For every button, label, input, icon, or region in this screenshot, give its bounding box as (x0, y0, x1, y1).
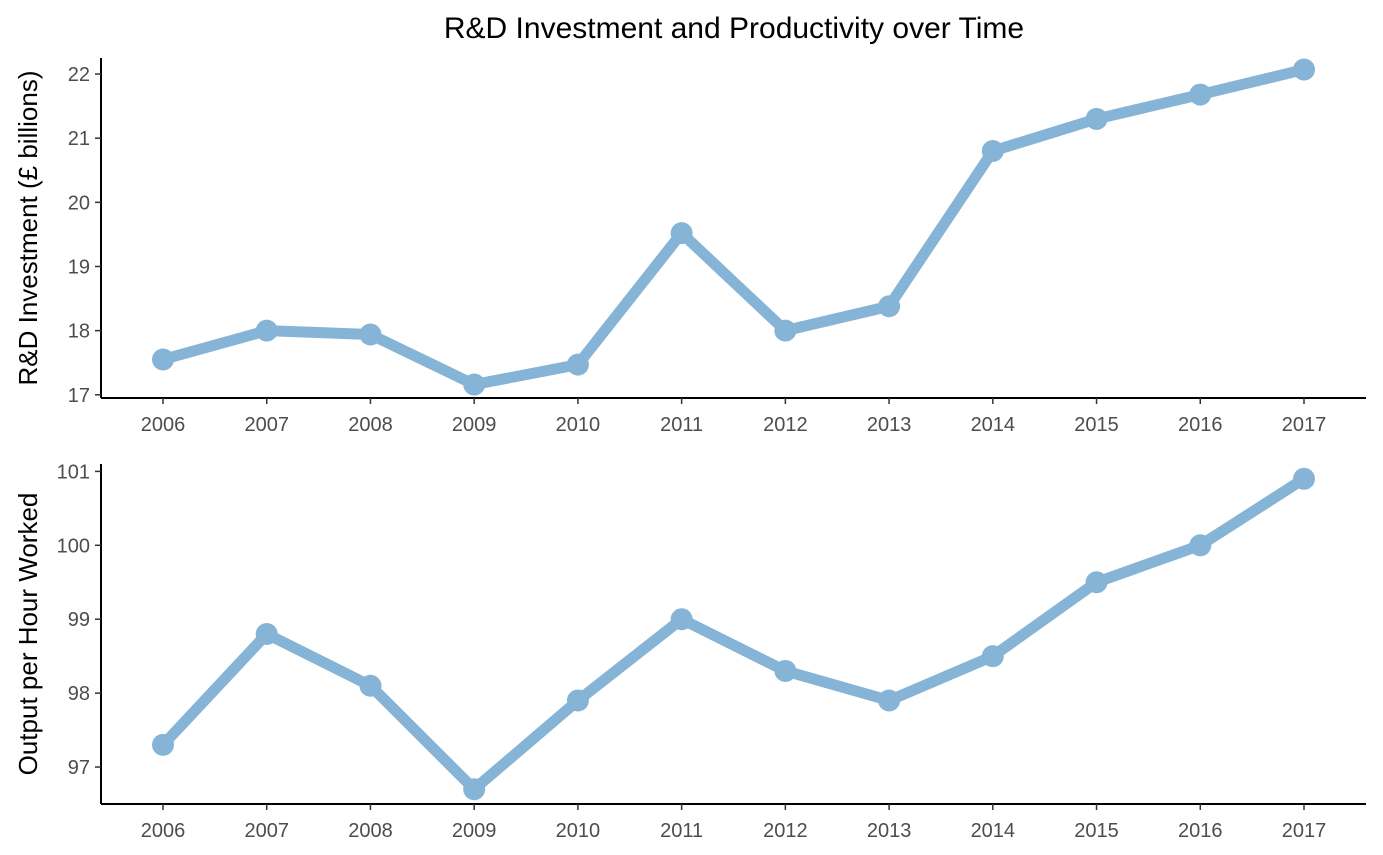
x-tick-label: 2014 (971, 820, 1016, 842)
x-tick-label: 2015 (1074, 414, 1119, 436)
data-point (463, 373, 486, 396)
x-tick-label: 2012 (763, 820, 808, 842)
x-tick-label: 2016 (1178, 414, 1223, 436)
data-point (878, 295, 901, 318)
y-tick-label: 21 (68, 128, 90, 150)
y-tick-label: 97 (68, 757, 90, 779)
series-line (157, 473, 1310, 795)
data-point (463, 778, 486, 801)
data-point (774, 659, 797, 682)
x-tick-label: 2013 (867, 820, 912, 842)
y-tick-label: 99 (68, 609, 90, 631)
data-point (566, 353, 589, 376)
x-tick-label: 2017 (1282, 820, 1327, 842)
data-point (878, 689, 901, 712)
series-line (157, 64, 1310, 391)
data-point (670, 222, 693, 245)
y-tick-label: 18 (68, 321, 90, 343)
y-tick-label: 17 (68, 385, 90, 407)
x-tick-label: 2008 (348, 820, 393, 842)
y-tick-label: 100 (57, 535, 90, 557)
y-tick-label: 22 (68, 64, 90, 86)
x-tick-label: 2008 (348, 414, 393, 436)
data-point (152, 733, 174, 756)
x-tick-label: 2011 (660, 414, 703, 436)
data-point (1293, 467, 1315, 490)
x-tick-label: 2010 (556, 414, 601, 436)
y-tick-label: 19 (68, 256, 90, 278)
data-point (670, 608, 693, 631)
y-axis-label: R&D Investment (£ billions) (13, 71, 43, 386)
x-tick-label: 2010 (556, 820, 601, 842)
x-tick-label: 2009 (452, 414, 497, 436)
y-tick-label: 98 (68, 683, 90, 705)
x-tick-label: 2017 (1282, 414, 1327, 436)
data-point (566, 689, 589, 712)
x-tick-label: 2006 (141, 820, 186, 842)
x-tick-label: 2016 (1178, 820, 1223, 842)
data-point (255, 623, 278, 645)
chart-panels: 17 18 19 20 21 22 2006 2007 2008 2009 2010 2011 2012… (13, 58, 1366, 842)
x-tick-label: 2007 (244, 414, 289, 436)
x-tick-label: 2013 (867, 414, 912, 436)
data-point (1085, 107, 1108, 130)
data-point (1189, 83, 1212, 106)
chart-title: R&D Investment and Productivity over Tim… (444, 12, 1024, 45)
panel-2: 97 98 99 100 101 2006 2007 2008 2009 2010 2011 2012… (13, 461, 1366, 842)
data-point (152, 348, 174, 371)
x-tick-label: 2014 (971, 414, 1016, 436)
y-axis-label: Output per Hour Worked (13, 493, 43, 776)
x-tick-label: 2009 (452, 820, 497, 842)
panel-1: 17 18 19 20 21 22 2006 2007 2008 2009 2010 2011 2012… (13, 58, 1366, 436)
x-tick-label: 2015 (1074, 820, 1119, 842)
data-point (1085, 571, 1108, 594)
data-point (981, 140, 1004, 163)
y-tick-label: 20 (68, 192, 90, 214)
data-point (255, 319, 278, 342)
x-tick-label: 2011 (660, 820, 703, 842)
data-point (1293, 58, 1315, 81)
data-point (774, 319, 797, 342)
x-tick-label: 2012 (763, 414, 808, 436)
x-tick-label: 2007 (244, 820, 289, 842)
data-point (359, 323, 382, 346)
data-point (1189, 534, 1212, 557)
y-tick-label: 101 (57, 461, 90, 483)
data-point (359, 674, 382, 697)
x-tick-label: 2006 (141, 414, 186, 436)
data-point (981, 645, 1004, 668)
